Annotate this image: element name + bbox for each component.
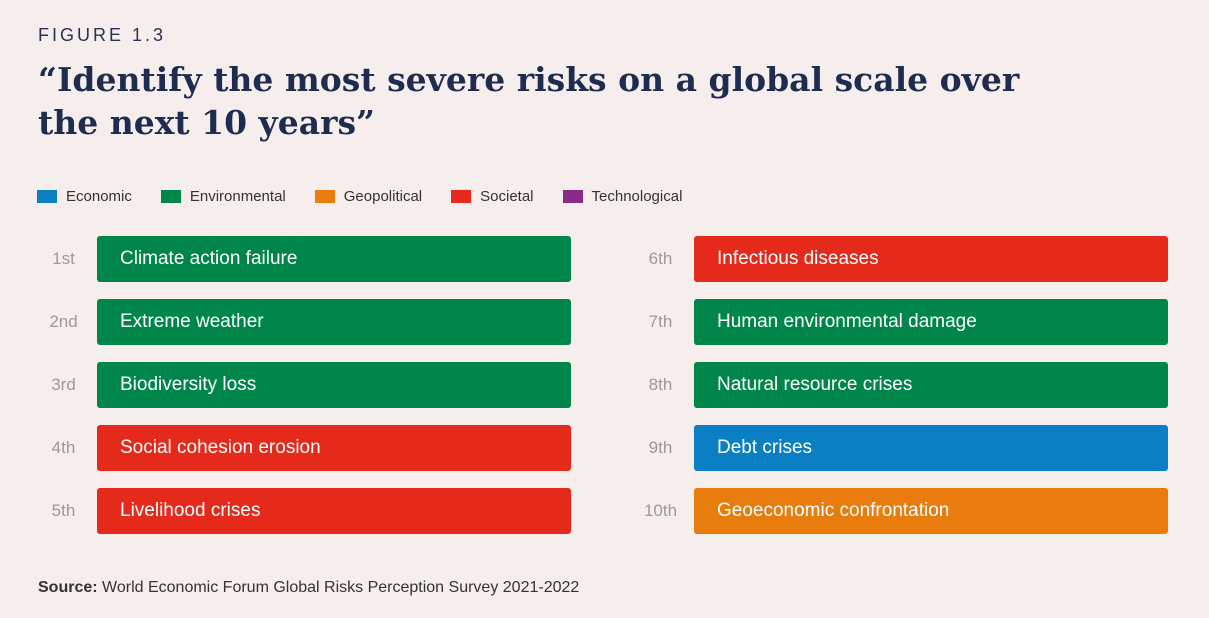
rank-label: 8th	[648, 375, 673, 394]
legend-swatch	[562, 190, 583, 203]
risk-row: 2nd Extreme weather	[30, 299, 571, 345]
rank-label: 7th	[648, 312, 673, 331]
risk-bar: Extreme weather	[97, 299, 571, 345]
risk-row: 5th Livelihood crises	[30, 488, 571, 534]
risk-row: 8th Natural resource crises	[627, 362, 1168, 408]
risk-bar: Debt crises	[694, 425, 1168, 471]
legend-label: Technological	[591, 188, 683, 205]
legend-label: Geopolitical	[343, 188, 423, 205]
rank-label: 4th	[51, 438, 76, 457]
legend-swatch	[451, 190, 472, 203]
source-text: World Economic Forum Global Risks Percep…	[102, 579, 580, 596]
legend-item-societal: Societal	[451, 188, 534, 205]
rank-label: 9th	[648, 438, 673, 457]
source-label: Source:	[38, 579, 98, 596]
source-note: Source: World Economic Forum Global Risk…	[38, 579, 579, 597]
risk-row: 4th Social cohesion erosion	[30, 425, 571, 471]
risk-bar: Geoeconomic confrontation	[694, 488, 1168, 534]
rank-label: 2nd	[49, 312, 78, 331]
legend-label: Environmental	[189, 188, 286, 205]
legend-swatch	[37, 190, 57, 203]
risk-row: 7th Human environmental damage	[627, 299, 1168, 345]
rank-label: 1st	[52, 249, 75, 268]
legend-label: Economic	[66, 188, 132, 205]
risk-row: 10th Geoeconomic confrontation	[627, 488, 1168, 534]
rank-label: 6th	[648, 249, 673, 268]
rank-label: 10th	[643, 501, 678, 520]
legend: Economic Environmental Geopolitical Societa…	[37, 188, 711, 205]
legend-label: Societal	[480, 188, 534, 205]
risk-row: 3rd Biodiversity loss	[30, 362, 571, 408]
risk-row: 1st Climate action failure	[30, 236, 571, 282]
risk-bar: Social cohesion erosion	[97, 425, 571, 471]
legend-item-environmental: Environmental	[160, 188, 286, 205]
legend-item-economic: Economic	[37, 188, 132, 205]
risk-bar: Infectious diseases	[694, 236, 1168, 282]
risk-bar: Natural resource crises	[694, 362, 1168, 408]
risk-row: 9th Debt crises	[627, 425, 1168, 471]
legend-item-geopolitical: Geopolitical	[314, 188, 423, 205]
ranking-column-left: 1st Climate action failure 2nd Extreme weat…	[30, 236, 571, 551]
risk-row: 6th Infectious diseases	[627, 236, 1168, 282]
risk-bar: Livelihood crises	[97, 488, 571, 534]
legend-swatch	[314, 190, 335, 203]
rank-label: 5th	[51, 501, 76, 520]
risk-bar: Biodiversity loss	[97, 362, 571, 408]
risk-bar: Human environmental damage	[694, 299, 1168, 345]
legend-swatch	[160, 190, 181, 203]
chart-title: “Identify the most severe risks on a glo…	[38, 60, 1020, 142]
ranking-column-right: 6th Infectious diseases 7th Human environme…	[627, 236, 1168, 551]
figure-label: FIGURE 1.3	[38, 25, 167, 45]
risk-bar: Climate action failure	[97, 236, 571, 282]
rank-label: 3rd	[51, 375, 76, 394]
legend-item-technological: Technological	[562, 188, 683, 205]
